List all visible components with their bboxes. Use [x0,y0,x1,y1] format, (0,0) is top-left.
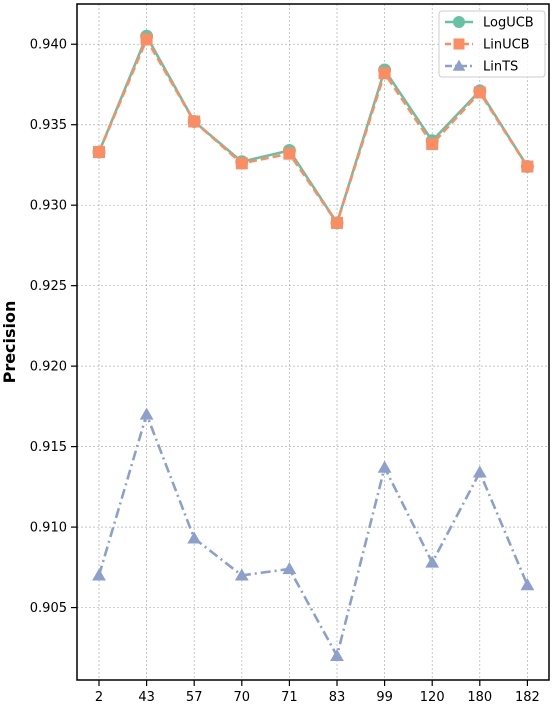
axis-ticks: 2 43 57 70 71 83 99 120 180 182 0.905 0.910 0.915 0.9… [30,38,540,705]
data-point-linucb [521,160,534,173]
data-point-linucb [426,138,439,151]
data-point-linucb [283,147,296,160]
data-point-lints [520,578,535,591]
legend-label-logucb: LogUCB [483,16,534,31]
x-tick-label: 2 [95,690,103,705]
y-tick-label: 0.935 [30,118,67,133]
y-tick-label: 0.915 [30,440,67,455]
legend-label-linucb: LinUCB [483,38,530,53]
data-point-linucb [93,146,105,159]
plot-area-frame [76,3,550,681]
data-point-linucb [473,86,486,99]
legend-item-linucb: LinUCB [445,38,530,53]
y-tick-label: 0.905 [30,601,67,616]
data-point-lints [234,568,249,581]
legend-item-lints: LinTS [445,60,518,75]
x-tick-label: 182 [515,690,540,705]
grid-lines [77,4,549,680]
y-tick-label: 0.925 [30,279,67,294]
y-tick-label: 0.940 [30,38,67,53]
y-tick-label: 0.930 [30,199,67,214]
series-line-lints [97,413,529,658]
x-tick-label: 57 [186,690,203,705]
y-axis-label: Precision [0,301,19,384]
data-point-lints [139,407,154,420]
data-point-lints [377,460,392,473]
legend-label-lints: LinTS [483,60,518,75]
legend-marker-linucb [453,38,465,50]
data-point-linucb [140,33,153,46]
x-tick-label: 120 [420,690,445,705]
series-linucb [93,33,534,229]
x-tick-label: 43 [138,690,155,705]
data-point-lints [282,562,297,575]
data-point-linucb [235,157,248,170]
series-group [92,29,535,662]
data-point-lints [330,648,344,662]
legend-marker-logucb [453,16,465,28]
data-point-lints [425,555,440,568]
series-lints [92,407,535,662]
x-tick-label: 71 [281,690,298,705]
data-point-lints [92,568,106,581]
x-tick-label: 99 [376,690,393,705]
data-point-lints [472,465,487,478]
legend: LogUCB LinUCB LinTS [438,10,546,78]
y-tick-label: 0.910 [30,521,67,536]
data-point-linucb [188,115,201,128]
data-point-lints [187,531,202,544]
x-tick-label: 83 [329,690,346,705]
legend-marker-lints [452,59,466,71]
series-line-linucb [97,38,529,225]
legend-item-logucb: LogUCB [445,16,534,31]
y-tick-label: 0.920 [30,360,67,375]
x-tick-label: 180 [467,690,492,705]
data-point-linucb [378,67,391,80]
data-point-linucb [331,216,343,229]
x-tick-label: 70 [234,690,251,705]
legend-box [438,10,546,78]
